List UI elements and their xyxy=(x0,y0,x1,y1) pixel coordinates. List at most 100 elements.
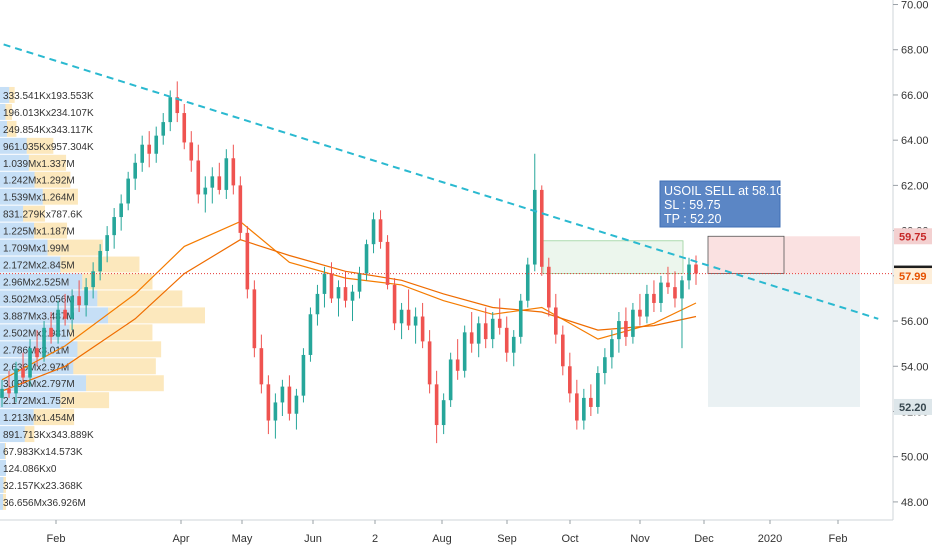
candle-body xyxy=(469,332,474,344)
volume-profile-buy-bar xyxy=(0,256,61,273)
candle-body xyxy=(182,113,187,143)
volume-profile: 333.541Kx193.553K 196.013Kx234.107K 249.85… xyxy=(0,86,205,510)
annotation-line: TP : 52.20 xyxy=(664,212,721,226)
candle-body xyxy=(525,264,530,301)
time-axis[interactable]: Feb Apr May Jun 2 Aug Sep Oct Nov Dec 2020 Feb xyxy=(0,519,893,545)
candle-body xyxy=(553,307,558,335)
candle-body xyxy=(610,339,614,358)
drawing-lines[interactable] xyxy=(0,0,893,320)
candle-body xyxy=(532,189,537,265)
candle-body xyxy=(539,189,544,267)
volume-profile-buy-bar xyxy=(0,307,109,324)
candle-body xyxy=(63,309,67,319)
volume-profile-sell-bar xyxy=(77,341,162,358)
volume-profile-buy-bar xyxy=(0,273,83,290)
volume-profile-sell-bar xyxy=(97,290,183,307)
resistance-zone[interactable] xyxy=(542,240,684,274)
candle-body xyxy=(147,144,152,154)
candle-body xyxy=(687,264,691,281)
candle-body xyxy=(673,287,677,299)
moving-averages xyxy=(1,220,697,392)
take-profit-zone[interactable] xyxy=(708,273,860,407)
price-label-bg[interactable] xyxy=(894,398,932,415)
candle-body xyxy=(399,309,404,324)
volume-profile-label: 2.96Mx2.525M xyxy=(3,277,69,288)
annotation-line: SL : 59.75 xyxy=(664,198,721,212)
volume-profile-buy-bar xyxy=(0,443,5,460)
price-tick-label: 66.00 xyxy=(901,90,929,102)
price-label-bg[interactable] xyxy=(894,228,932,245)
volume-profile-sell-bar xyxy=(73,358,156,375)
volume-profile-sell-bar xyxy=(33,409,75,426)
candle-body xyxy=(154,135,159,154)
price-axis[interactable]: 70.0068.0066.0064.0062.0060.0058.0056.00… xyxy=(892,0,932,520)
price-tick-label: 64.00 xyxy=(901,135,929,147)
candle-body xyxy=(231,158,236,186)
candle-body xyxy=(315,293,320,315)
volume-profile-buy-bar xyxy=(0,171,35,188)
time-tick-label: 2 xyxy=(372,533,378,545)
candle-body xyxy=(589,397,593,407)
volume-profile-buy-bar xyxy=(0,476,4,493)
candle-body xyxy=(308,314,313,355)
price-label-text: 57.99 xyxy=(899,271,927,283)
volume-profile-label: 333.541Kx193.553K xyxy=(3,91,94,102)
volume-profile-buy-bar xyxy=(0,205,24,222)
volume-profile-label: 891.713Kx343.889K xyxy=(3,430,94,441)
volume-profile-label: 2.172Mx2.845M xyxy=(3,261,75,272)
candle-body xyxy=(371,219,376,245)
candle-body xyxy=(266,384,271,421)
candle-body xyxy=(582,397,586,421)
candle-body xyxy=(0,388,4,398)
candle-body xyxy=(210,176,215,188)
time-tick-label: Sep xyxy=(497,533,517,545)
volume-profile-label: 196.013Kx234.107K xyxy=(3,108,94,119)
volume-profile-sell-bar xyxy=(24,426,35,443)
candle-body xyxy=(42,327,46,358)
price-label-text: 59.75 xyxy=(899,231,927,243)
volume-profile-label: 2.502Mx2.981M xyxy=(3,328,75,339)
annotation-box[interactable] xyxy=(659,180,781,228)
volume-profile-sell-bar xyxy=(4,443,6,460)
volume-profile-sell-bar xyxy=(23,205,46,222)
time-tick-label: Apr xyxy=(172,533,189,545)
candle-body xyxy=(49,327,53,337)
candle-body xyxy=(546,266,551,308)
candle-body xyxy=(420,316,425,342)
candle-body xyxy=(224,158,229,190)
candle-body xyxy=(294,395,299,414)
candle-body xyxy=(175,97,180,114)
volume-profile-buy-bar xyxy=(0,392,61,409)
candle-body xyxy=(322,273,327,294)
candle-body xyxy=(364,244,369,274)
price-tick-label: 68.00 xyxy=(901,45,929,57)
candle-body xyxy=(105,235,109,251)
candle-body xyxy=(603,357,607,374)
volume-profile-sell-bar xyxy=(5,103,12,120)
volume-profile-sell-bar xyxy=(28,154,67,171)
candle-body xyxy=(427,341,432,385)
candle-body xyxy=(385,241,390,285)
candle-body xyxy=(350,291,355,301)
candle-body xyxy=(624,321,628,337)
candle-body xyxy=(196,160,201,195)
volume-profile-sell-bar xyxy=(69,324,153,341)
descending-trendline[interactable] xyxy=(0,0,879,320)
position-zones xyxy=(542,235,860,407)
volume-profile-buy-bar xyxy=(0,137,27,154)
candle-body xyxy=(77,296,81,306)
volume-profile-buy-bar xyxy=(0,103,6,120)
price-tick-label: 54.00 xyxy=(901,361,929,373)
volume-profile-sell-bar xyxy=(108,307,205,324)
risk-box[interactable] xyxy=(707,235,785,274)
candle-body xyxy=(91,271,95,288)
candle-body xyxy=(126,178,130,204)
volume-profile-buy-bar xyxy=(0,426,25,443)
candle-body xyxy=(357,273,362,292)
price-label-bg[interactable] xyxy=(894,268,932,285)
time-tick-label: 2020 xyxy=(758,533,782,545)
candle-body xyxy=(413,316,418,326)
